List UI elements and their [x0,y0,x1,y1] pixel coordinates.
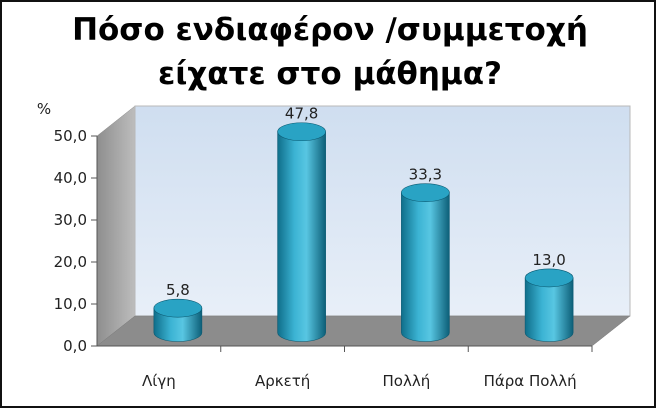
bar-3: 33,3 [401,166,450,342]
data-label: 13,0 [532,251,565,269]
y-tick-label: 40,0 [54,169,87,187]
y-tick-label: 30,0 [54,211,87,229]
bar-2: 47,8 [277,105,326,342]
bar-4: 13,0 [524,251,574,342]
y-tick-label: 50,0 [54,127,87,145]
bar-body [401,192,450,342]
bar-body [277,131,326,342]
category-label: Λίγη [142,372,176,390]
data-label: 5,8 [166,281,190,299]
side-wall [96,105,136,347]
chart-title-line-1: Πόσο ενδιαφέρον /συμμετοχή [72,12,588,48]
bar-top [277,122,326,142]
bar-1: 5,8 [153,281,203,342]
bar-top [524,268,574,288]
data-label: 33,3 [409,166,442,184]
y-axis-unit-label: % [37,100,51,118]
y-tick-label: 0,0 [63,337,87,355]
bar-top [153,298,203,318]
bar-body [524,277,574,342]
chart-title: Πόσο ενδιαφέρον /συμμετοχή είχατε στο μά… [2,8,656,96]
y-tick-label: 10,0 [54,295,87,313]
chart-title-line-2: είχατε στο μάθημα? [157,56,503,92]
bar-top [401,183,450,202]
data-label: 47,8 [285,105,318,123]
y-tick-label: 20,0 [54,253,87,271]
category-label: Πολλή [383,372,431,390]
category-label: Αρκετή [255,372,310,390]
bar-body [153,307,203,342]
category-label: Πάρα Πολλή [484,372,577,390]
